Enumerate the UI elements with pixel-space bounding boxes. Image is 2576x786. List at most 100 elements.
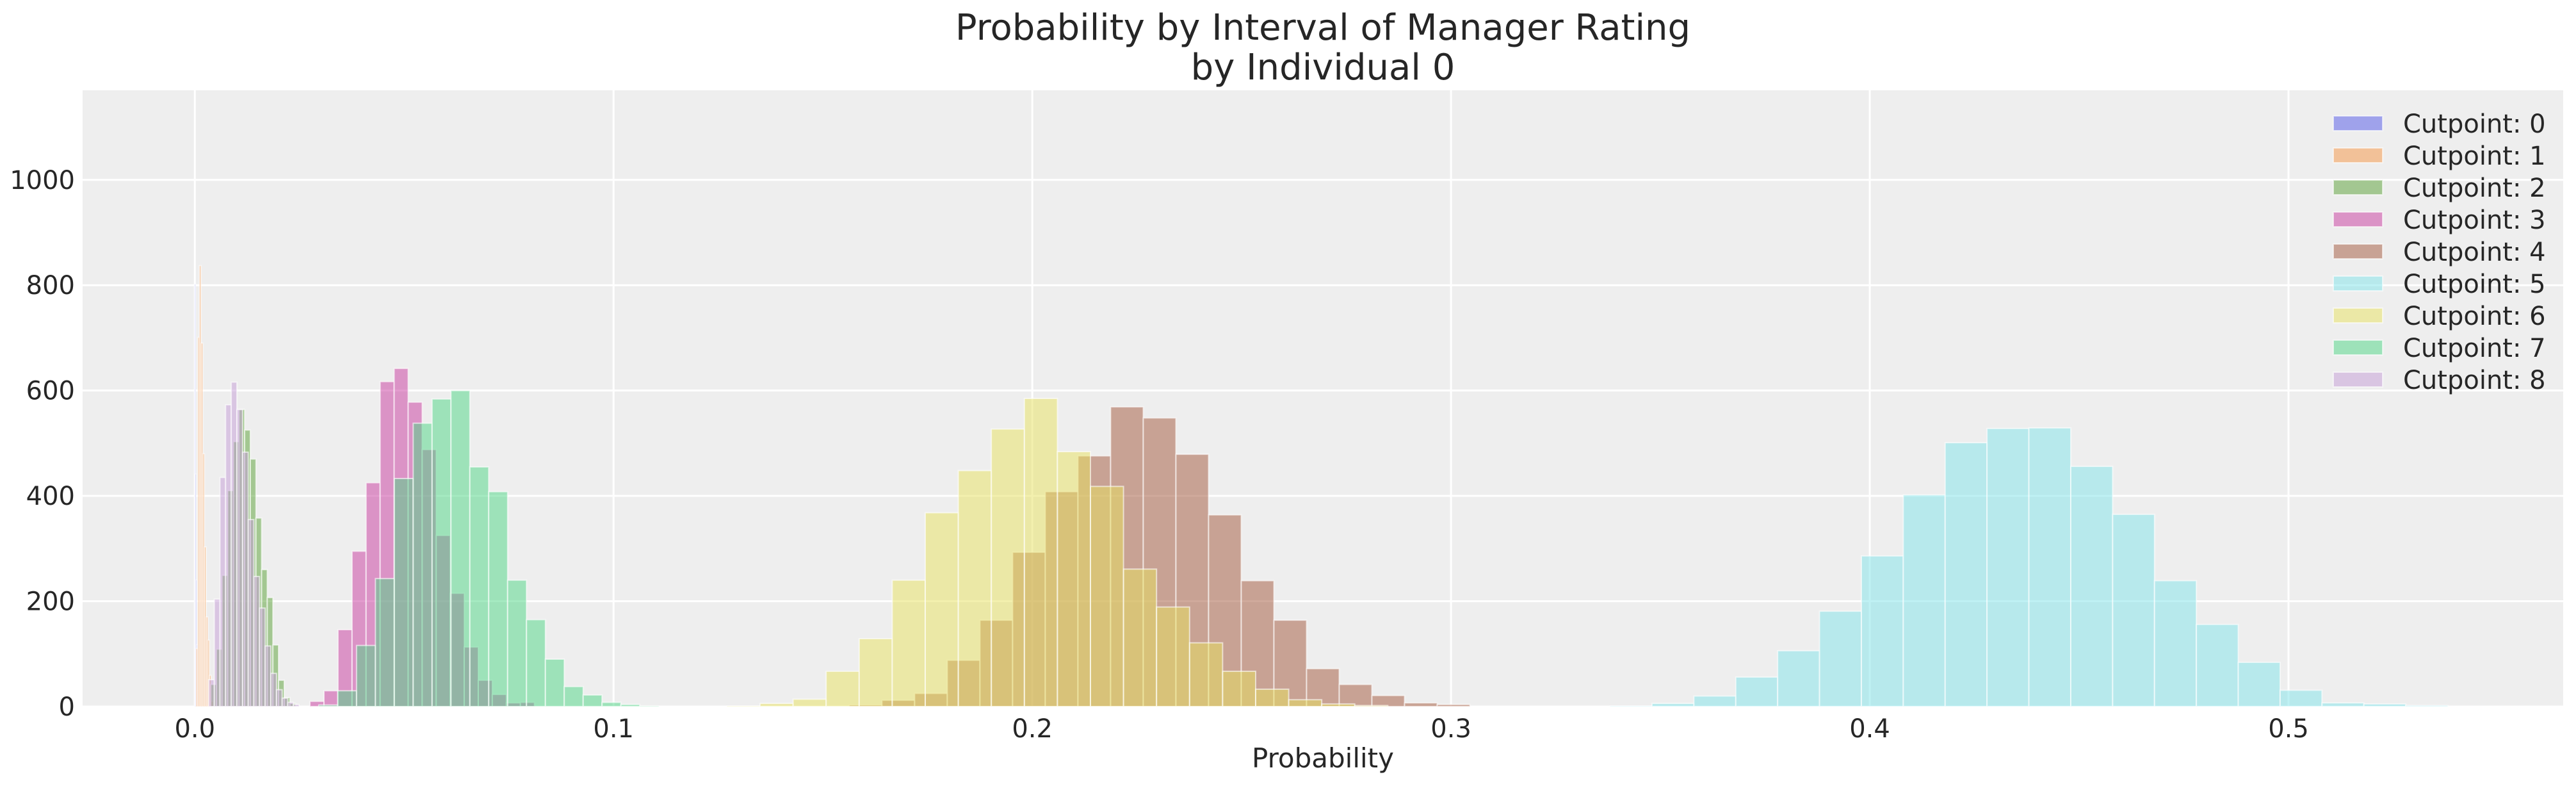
chart-title: Probability by Interval of Manager Ratin… bbox=[955, 7, 1690, 49]
legend: Cutpoint: 0 Cutpoint: 1 Cutpoint: 2 Cutpoin… bbox=[2333, 110, 2546, 395]
histogram-bar bbox=[1693, 695, 1737, 707]
x-tick-label: 0.2 bbox=[1012, 714, 1053, 744]
x-tick-label: 0.0 bbox=[174, 714, 215, 744]
histogram-bar bbox=[759, 703, 794, 707]
histogram-bar bbox=[1321, 703, 1356, 708]
y-axis-ticks: 0 200 400 600 800 1000 bbox=[10, 166, 75, 722]
legend-label: Cutpoint: 3 bbox=[2403, 206, 2546, 235]
histogram-bar bbox=[1354, 705, 1389, 708]
histogram-bar bbox=[1057, 451, 1091, 707]
histogram-bar bbox=[450, 389, 471, 708]
x-tick-label: 0.4 bbox=[1849, 714, 1890, 744]
y-tick-label: 0 bbox=[59, 692, 75, 722]
histogram-bar bbox=[270, 673, 277, 707]
legend-label: Cutpoint: 4 bbox=[2403, 238, 2546, 267]
series-cutpoint-7 bbox=[318, 389, 660, 708]
histogram-bar bbox=[1777, 650, 1820, 707]
series-cutpoint-8 bbox=[207, 381, 300, 708]
histogram-bar bbox=[207, 679, 215, 707]
histogram-bar bbox=[2153, 580, 2198, 707]
histogram-bar bbox=[1254, 688, 1290, 708]
histogram-bar bbox=[1089, 486, 1124, 707]
histogram-bar bbox=[431, 398, 452, 707]
histogram-bar bbox=[225, 404, 232, 707]
legend-label: Cutpoint: 8 bbox=[2403, 366, 2546, 395]
histogram-bar bbox=[375, 578, 395, 708]
histogram-bar bbox=[281, 697, 289, 708]
x-axis-ticks: 0.0 0.1 0.2 0.3 0.4 0.5 bbox=[174, 714, 2308, 744]
histogram-bar bbox=[1404, 702, 1438, 707]
x-tick-label: 0.5 bbox=[2268, 714, 2309, 744]
legend-swatch bbox=[2333, 147, 2383, 163]
histogram-bar bbox=[1986, 427, 2030, 707]
y-tick-label: 800 bbox=[26, 271, 75, 300]
histogram-bar bbox=[1735, 676, 1779, 708]
legend-swatch bbox=[2333, 179, 2383, 195]
histogram-bar bbox=[236, 409, 243, 707]
histogram-bar bbox=[2196, 623, 2239, 707]
histogram-bar bbox=[544, 659, 565, 707]
histogram-bar bbox=[412, 422, 433, 708]
histogram-bar bbox=[991, 428, 1025, 707]
histogram-bar bbox=[2237, 661, 2281, 708]
histogram-bar bbox=[1902, 494, 1946, 707]
legend-swatch bbox=[2333, 211, 2383, 227]
histogram-bar bbox=[1819, 610, 1862, 708]
histogram-bar bbox=[582, 694, 603, 708]
histogram-bar bbox=[563, 685, 584, 708]
chart-subtitle: by Individual 0 bbox=[1191, 47, 1455, 88]
histogram-bar bbox=[231, 381, 238, 707]
histogram-bar bbox=[2279, 689, 2323, 707]
histogram-bar bbox=[247, 519, 255, 707]
legend-swatch bbox=[2333, 340, 2383, 356]
y-tick-label: 600 bbox=[26, 377, 75, 406]
histogram-bar bbox=[792, 698, 827, 708]
legend-label: Cutpoint: 5 bbox=[2403, 270, 2546, 299]
histogram-bar bbox=[323, 690, 339, 708]
series-cutpoint-1 bbox=[195, 265, 214, 708]
histogram-bar bbox=[355, 644, 377, 707]
histogram-bar bbox=[639, 705, 660, 707]
x-tick-label: 0.1 bbox=[593, 714, 634, 744]
y-tick-label: 1000 bbox=[10, 166, 75, 195]
legend-label: Cutpoint: 0 bbox=[2403, 110, 2546, 139]
histogram-bar bbox=[1023, 398, 1058, 707]
histogram-bar bbox=[2112, 513, 2155, 708]
legend-label: Cutpoint: 2 bbox=[2403, 174, 2546, 203]
legend-swatch bbox=[2333, 307, 2383, 323]
histogram-bar bbox=[393, 477, 414, 707]
histogram-bar bbox=[337, 690, 357, 708]
legend-label: Cutpoint: 6 bbox=[2403, 302, 2546, 331]
histogram-bar bbox=[1338, 684, 1373, 708]
histogram-bar bbox=[726, 705, 761, 707]
legend-swatch bbox=[2333, 243, 2383, 259]
histogram-bar bbox=[825, 670, 860, 708]
histogram-bar bbox=[506, 579, 528, 708]
histogram-bar bbox=[1156, 606, 1190, 707]
legend-swatch bbox=[2333, 275, 2383, 291]
histogram-bar bbox=[1188, 642, 1224, 707]
histogram-bar bbox=[488, 491, 508, 707]
histogram-bar bbox=[293, 703, 300, 707]
histogram-bar bbox=[2321, 702, 2365, 707]
x-axis-label: Probability bbox=[1252, 742, 1394, 774]
histogram-bar bbox=[601, 701, 622, 708]
histogram-bar bbox=[318, 704, 339, 707]
series-cutpoint-5 bbox=[1609, 427, 2449, 708]
histogram-bar bbox=[219, 477, 227, 707]
histogram-bar bbox=[2363, 703, 2407, 708]
histogram-bar bbox=[2405, 705, 2449, 708]
histogram-bar bbox=[253, 575, 261, 708]
histogram-bar bbox=[241, 451, 249, 707]
legend-label: Cutpoint: 1 bbox=[2403, 142, 2546, 171]
histogram-bar bbox=[526, 619, 546, 707]
histogram-bar bbox=[259, 607, 266, 707]
histogram-bar bbox=[275, 689, 283, 707]
histogram-bar bbox=[891, 579, 927, 708]
histogram-bar bbox=[925, 512, 959, 708]
histogram-bar bbox=[1860, 555, 1904, 707]
histogram-bar bbox=[620, 703, 641, 707]
histogram-bar bbox=[2070, 466, 2114, 707]
histogram-bar bbox=[1222, 670, 1256, 708]
